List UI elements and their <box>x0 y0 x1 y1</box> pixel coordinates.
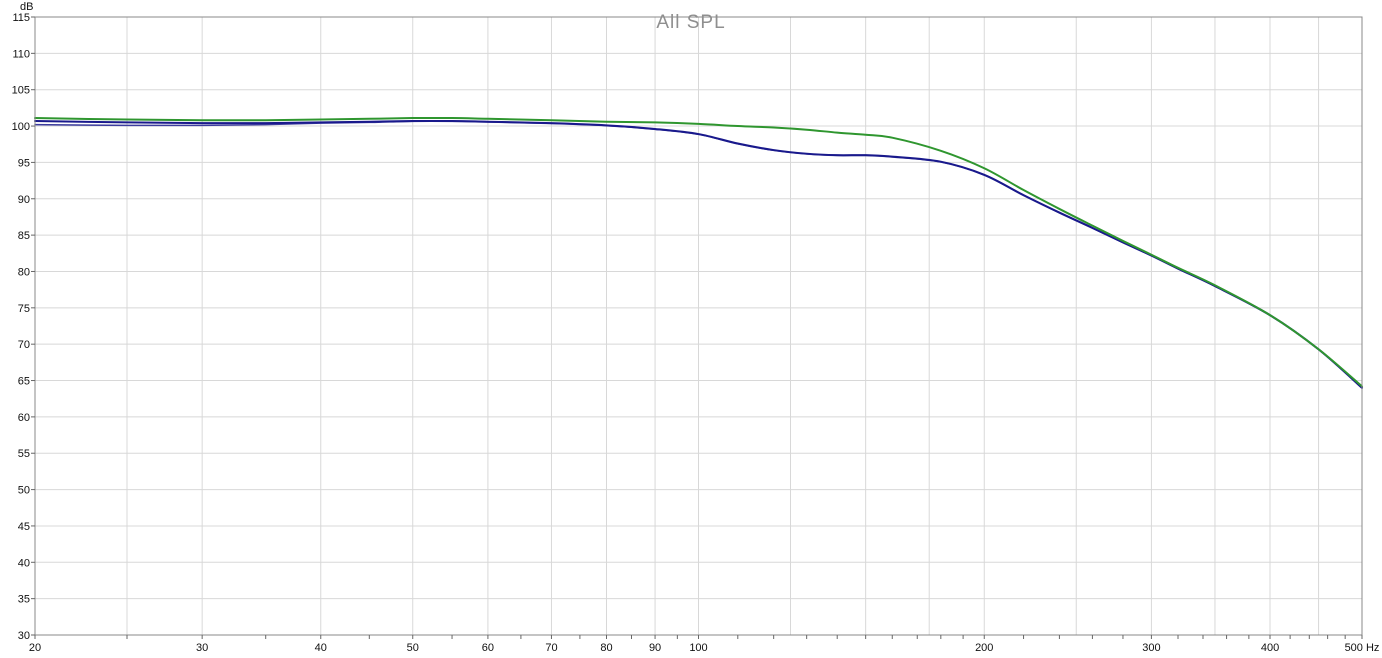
y-tick-label: 40 <box>18 557 30 569</box>
x-tick-label: 50 <box>407 642 419 654</box>
y-tick-label: 115 <box>12 12 30 24</box>
y-tick-label: 30 <box>18 630 30 642</box>
y-tick-label: 65 <box>18 376 30 388</box>
x-tick-label: 80 <box>600 642 612 654</box>
x-tick-label: 30 <box>196 642 208 654</box>
y-tick-label: 45 <box>18 521 30 533</box>
y-tick-label: 35 <box>18 594 30 606</box>
x-tick-label: 100 <box>689 642 707 654</box>
x-tick-label: 500 Hz <box>1345 642 1380 654</box>
y-tick-label: 95 <box>18 157 30 169</box>
y-tick-label: 105 <box>12 85 30 97</box>
x-tick-label: 40 <box>315 642 327 654</box>
y-tick-label: 60 <box>18 412 30 424</box>
y-tick-label: 70 <box>18 339 30 351</box>
green-trace <box>34 116 1363 388</box>
x-tick-label: 20 <box>29 642 41 654</box>
y-tick-label: 50 <box>18 485 30 497</box>
x-tick-label: 400 <box>1261 642 1279 654</box>
x-tick-label: 300 <box>1142 642 1160 654</box>
y-tick-label: 75 <box>18 303 30 315</box>
y-tick-label: 80 <box>18 266 30 278</box>
y-tick-label: 90 <box>18 194 30 206</box>
x-tick-label: 70 <box>545 642 557 654</box>
x-tick-label: 60 <box>482 642 494 654</box>
y-tick-label: 110 <box>12 48 30 60</box>
y-tick-label: 85 <box>18 230 30 242</box>
x-tick-label: 200 <box>975 642 993 654</box>
x-tick-label: 90 <box>649 642 661 654</box>
y-tick-label: 55 <box>18 448 30 460</box>
y-tick-label: 100 <box>12 121 30 133</box>
